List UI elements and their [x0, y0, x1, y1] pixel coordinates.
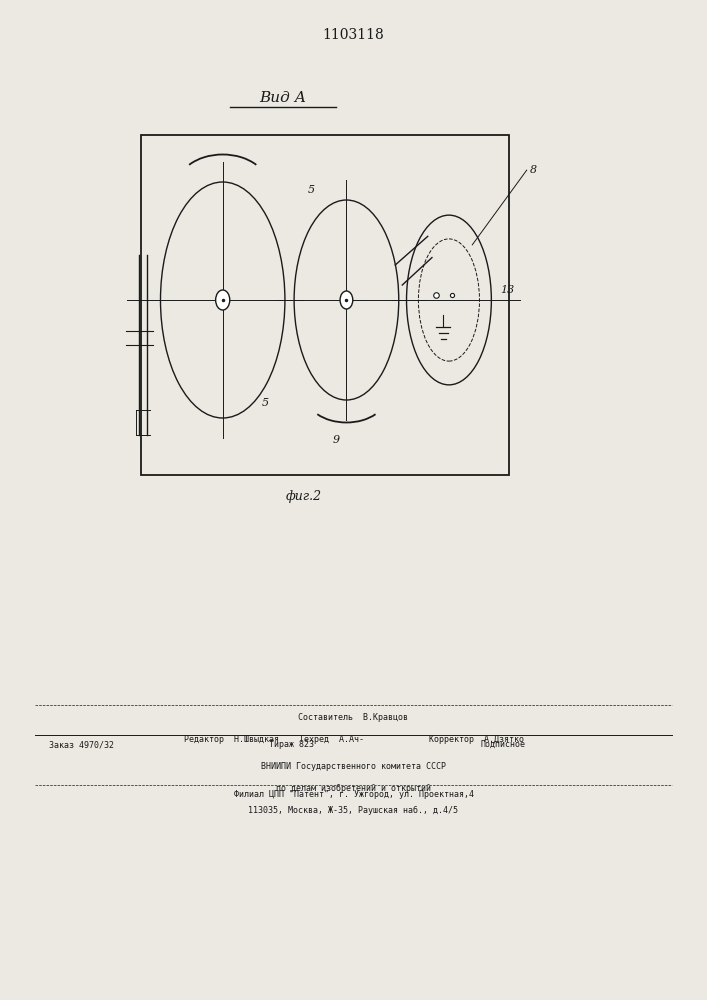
Circle shape [216, 290, 230, 310]
Text: Редактор  Н.Швыдкая    Техред  А.Ач-             Корректор  А.Дзятко: Редактор Н.Швыдкая Техред А.Ач- Корректо… [184, 735, 523, 744]
Text: Составитель  В.Кравцов: Составитель В.Кравцов [298, 713, 409, 722]
Text: 1103118: 1103118 [322, 28, 385, 42]
Text: 9: 9 [332, 435, 339, 445]
Text: Заказ 4970/32: Заказ 4970/32 [49, 740, 115, 749]
Text: ВНИИПИ Государственного комитета СССР: ВНИИПИ Государственного комитета СССР [261, 762, 446, 771]
Text: по делам изобретений и открытий: по делам изобретений и открытий [276, 784, 431, 793]
Text: Вид А: Вид А [259, 91, 306, 105]
Text: 113035, Москва, Ж-35, Раушская наб., д.4/5: 113035, Москва, Ж-35, Раушская наб., д.4… [248, 806, 459, 815]
Text: 5: 5 [308, 185, 315, 195]
Bar [141, 135, 509, 475]
Text: 8: 8 [530, 165, 537, 175]
Text: Тираж 823: Тираж 823 [269, 740, 314, 749]
Text: 13: 13 [500, 285, 514, 295]
Text: Подписное: Подписное [481, 740, 526, 749]
Text: 5: 5 [262, 398, 269, 408]
Text: Филиал ЦПП "Патент", г. Ужгород, ул. Проектная,4: Филиал ЦПП "Патент", г. Ужгород, ул. Про… [233, 790, 474, 799]
Circle shape [340, 291, 353, 309]
Text: фиг.2: фиг.2 [286, 490, 322, 503]
